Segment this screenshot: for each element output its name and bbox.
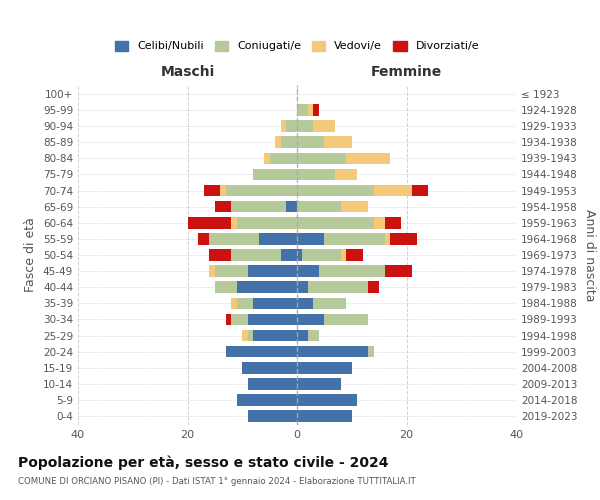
Bar bbox=[313, 298, 346, 309]
Bar bbox=[412, 184, 428, 196]
Bar bbox=[385, 217, 401, 228]
Bar bbox=[226, 346, 297, 358]
Bar bbox=[253, 298, 297, 309]
Bar bbox=[297, 168, 335, 180]
Bar bbox=[248, 266, 297, 277]
Bar bbox=[281, 120, 286, 132]
Legend: Celibi/Nubili, Coniugati/e, Vedovi/e, Divorziati/e: Celibi/Nubili, Coniugati/e, Vedovi/e, Di… bbox=[110, 36, 484, 56]
Bar bbox=[248, 410, 297, 422]
Bar bbox=[325, 233, 385, 244]
Bar bbox=[199, 233, 209, 244]
Bar bbox=[248, 314, 297, 326]
Bar bbox=[248, 378, 297, 390]
Bar bbox=[297, 394, 357, 406]
Bar bbox=[374, 184, 412, 196]
Bar bbox=[302, 249, 341, 261]
Bar bbox=[232, 249, 281, 261]
Bar bbox=[313, 120, 335, 132]
Bar bbox=[215, 282, 237, 293]
Bar bbox=[297, 217, 374, 228]
Text: Femmine: Femmine bbox=[371, 66, 442, 80]
Bar bbox=[264, 152, 269, 164]
Bar bbox=[275, 136, 281, 148]
Bar bbox=[281, 249, 297, 261]
Bar bbox=[253, 168, 297, 180]
Bar bbox=[269, 152, 297, 164]
Bar bbox=[232, 314, 248, 326]
Bar bbox=[297, 249, 302, 261]
Bar bbox=[209, 233, 259, 244]
Bar bbox=[308, 330, 319, 342]
Bar bbox=[237, 298, 253, 309]
Bar bbox=[297, 378, 341, 390]
Bar bbox=[325, 314, 368, 326]
Bar bbox=[297, 233, 325, 244]
Bar bbox=[341, 249, 346, 261]
Bar bbox=[248, 330, 253, 342]
Bar bbox=[242, 330, 248, 342]
Text: Maschi: Maschi bbox=[160, 66, 215, 80]
Bar bbox=[297, 282, 308, 293]
Bar bbox=[232, 217, 237, 228]
Bar bbox=[368, 282, 379, 293]
Bar bbox=[204, 184, 220, 196]
Bar bbox=[215, 266, 248, 277]
Bar bbox=[308, 104, 313, 116]
Bar bbox=[259, 233, 297, 244]
Bar bbox=[297, 136, 325, 148]
Bar bbox=[341, 201, 368, 212]
Bar bbox=[297, 104, 308, 116]
Bar bbox=[281, 136, 297, 148]
Bar bbox=[209, 266, 215, 277]
Bar bbox=[335, 168, 357, 180]
Bar bbox=[297, 362, 352, 374]
Bar bbox=[346, 249, 362, 261]
Bar bbox=[368, 346, 374, 358]
Bar bbox=[237, 394, 297, 406]
Bar bbox=[232, 201, 286, 212]
Y-axis label: Anni di nascita: Anni di nascita bbox=[583, 209, 596, 301]
Y-axis label: Fasce di età: Fasce di età bbox=[25, 218, 37, 292]
Bar bbox=[286, 201, 297, 212]
Bar bbox=[385, 266, 412, 277]
Bar bbox=[297, 346, 368, 358]
Bar bbox=[390, 233, 418, 244]
Bar bbox=[209, 249, 232, 261]
Bar bbox=[297, 152, 346, 164]
Bar bbox=[215, 201, 232, 212]
Bar bbox=[297, 266, 319, 277]
Bar bbox=[232, 298, 237, 309]
Bar bbox=[226, 314, 232, 326]
Bar bbox=[319, 266, 385, 277]
Bar bbox=[374, 217, 385, 228]
Bar bbox=[297, 410, 352, 422]
Bar bbox=[297, 330, 308, 342]
Bar bbox=[297, 201, 341, 212]
Bar bbox=[237, 282, 297, 293]
Bar bbox=[226, 184, 297, 196]
Bar bbox=[237, 217, 297, 228]
Bar bbox=[242, 362, 297, 374]
Bar bbox=[187, 217, 232, 228]
Bar bbox=[325, 136, 352, 148]
Bar bbox=[220, 184, 226, 196]
Text: COMUNE DI ORCIANO PISANO (PI) - Dati ISTAT 1° gennaio 2024 - Elaborazione TUTTIT: COMUNE DI ORCIANO PISANO (PI) - Dati IST… bbox=[18, 478, 416, 486]
Bar bbox=[253, 330, 297, 342]
Bar bbox=[286, 120, 297, 132]
Bar bbox=[297, 120, 313, 132]
Bar bbox=[297, 184, 374, 196]
Bar bbox=[297, 314, 325, 326]
Bar bbox=[308, 282, 368, 293]
Bar bbox=[346, 152, 390, 164]
Bar bbox=[313, 104, 319, 116]
Bar bbox=[385, 233, 390, 244]
Bar bbox=[297, 298, 313, 309]
Text: Popolazione per età, sesso e stato civile - 2024: Popolazione per età, sesso e stato civil… bbox=[18, 455, 389, 469]
